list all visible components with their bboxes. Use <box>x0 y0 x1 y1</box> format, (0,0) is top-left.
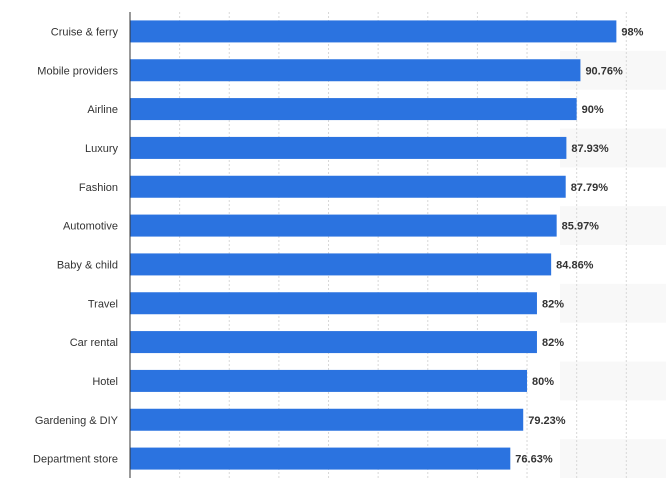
value-label: 85.97% <box>562 221 600 233</box>
bar[interactable] <box>130 98 577 121</box>
category-label: Cruise & ferry <box>51 26 119 38</box>
category-label: Baby & child <box>57 259 118 271</box>
row-bands <box>560 50 666 478</box>
bar[interactable] <box>130 369 528 392</box>
category-label: Hotel <box>92 376 118 388</box>
bar[interactable] <box>130 59 581 82</box>
category-label: Luxury <box>85 143 119 155</box>
value-label: 82% <box>542 337 564 349</box>
category-label: Fashion <box>79 182 118 194</box>
category-label: Automotive <box>63 221 118 233</box>
gridlines <box>179 12 627 478</box>
bar[interactable] <box>130 408 524 431</box>
value-label: 90% <box>582 104 604 116</box>
bars <box>130 20 617 470</box>
category-label: Department store <box>33 454 118 466</box>
category-label: Mobile providers <box>37 65 118 77</box>
value-label: 79.23% <box>528 415 566 427</box>
value-label: 90.76% <box>585 65 623 77</box>
row-band <box>560 283 666 323</box>
bar[interactable] <box>130 175 566 198</box>
bar[interactable] <box>130 447 511 470</box>
category-label: Travel <box>88 298 118 310</box>
value-label: 82% <box>542 298 564 310</box>
row-band <box>560 206 666 245</box>
bar[interactable] <box>130 136 567 159</box>
row-band <box>560 361 666 401</box>
value-label: 84.86% <box>556 259 594 271</box>
value-label: 87.79% <box>571 182 609 194</box>
category-label: Car rental <box>70 337 118 349</box>
category-labels: Cruise & ferry Mobile providers Airline Lux… <box>33 26 119 465</box>
bar[interactable] <box>130 253 552 276</box>
value-labels: 98% 90.76% 90% 87.93% 87.79% 85.97% 84.86% 82% 8… <box>515 26 643 465</box>
value-label: 87.93% <box>571 143 609 155</box>
value-label: 98% <box>621 26 643 38</box>
category-label: Gardening & DIY <box>35 415 119 427</box>
value-label: 80% <box>532 376 554 388</box>
row-band <box>560 128 666 168</box>
bar[interactable] <box>130 292 537 315</box>
bar[interactable] <box>130 331 537 354</box>
value-label: 76.63% <box>515 454 553 466</box>
bar[interactable] <box>130 214 557 237</box>
bar[interactable] <box>130 20 617 43</box>
category-label: Airline <box>87 104 118 116</box>
row-band <box>560 439 666 478</box>
